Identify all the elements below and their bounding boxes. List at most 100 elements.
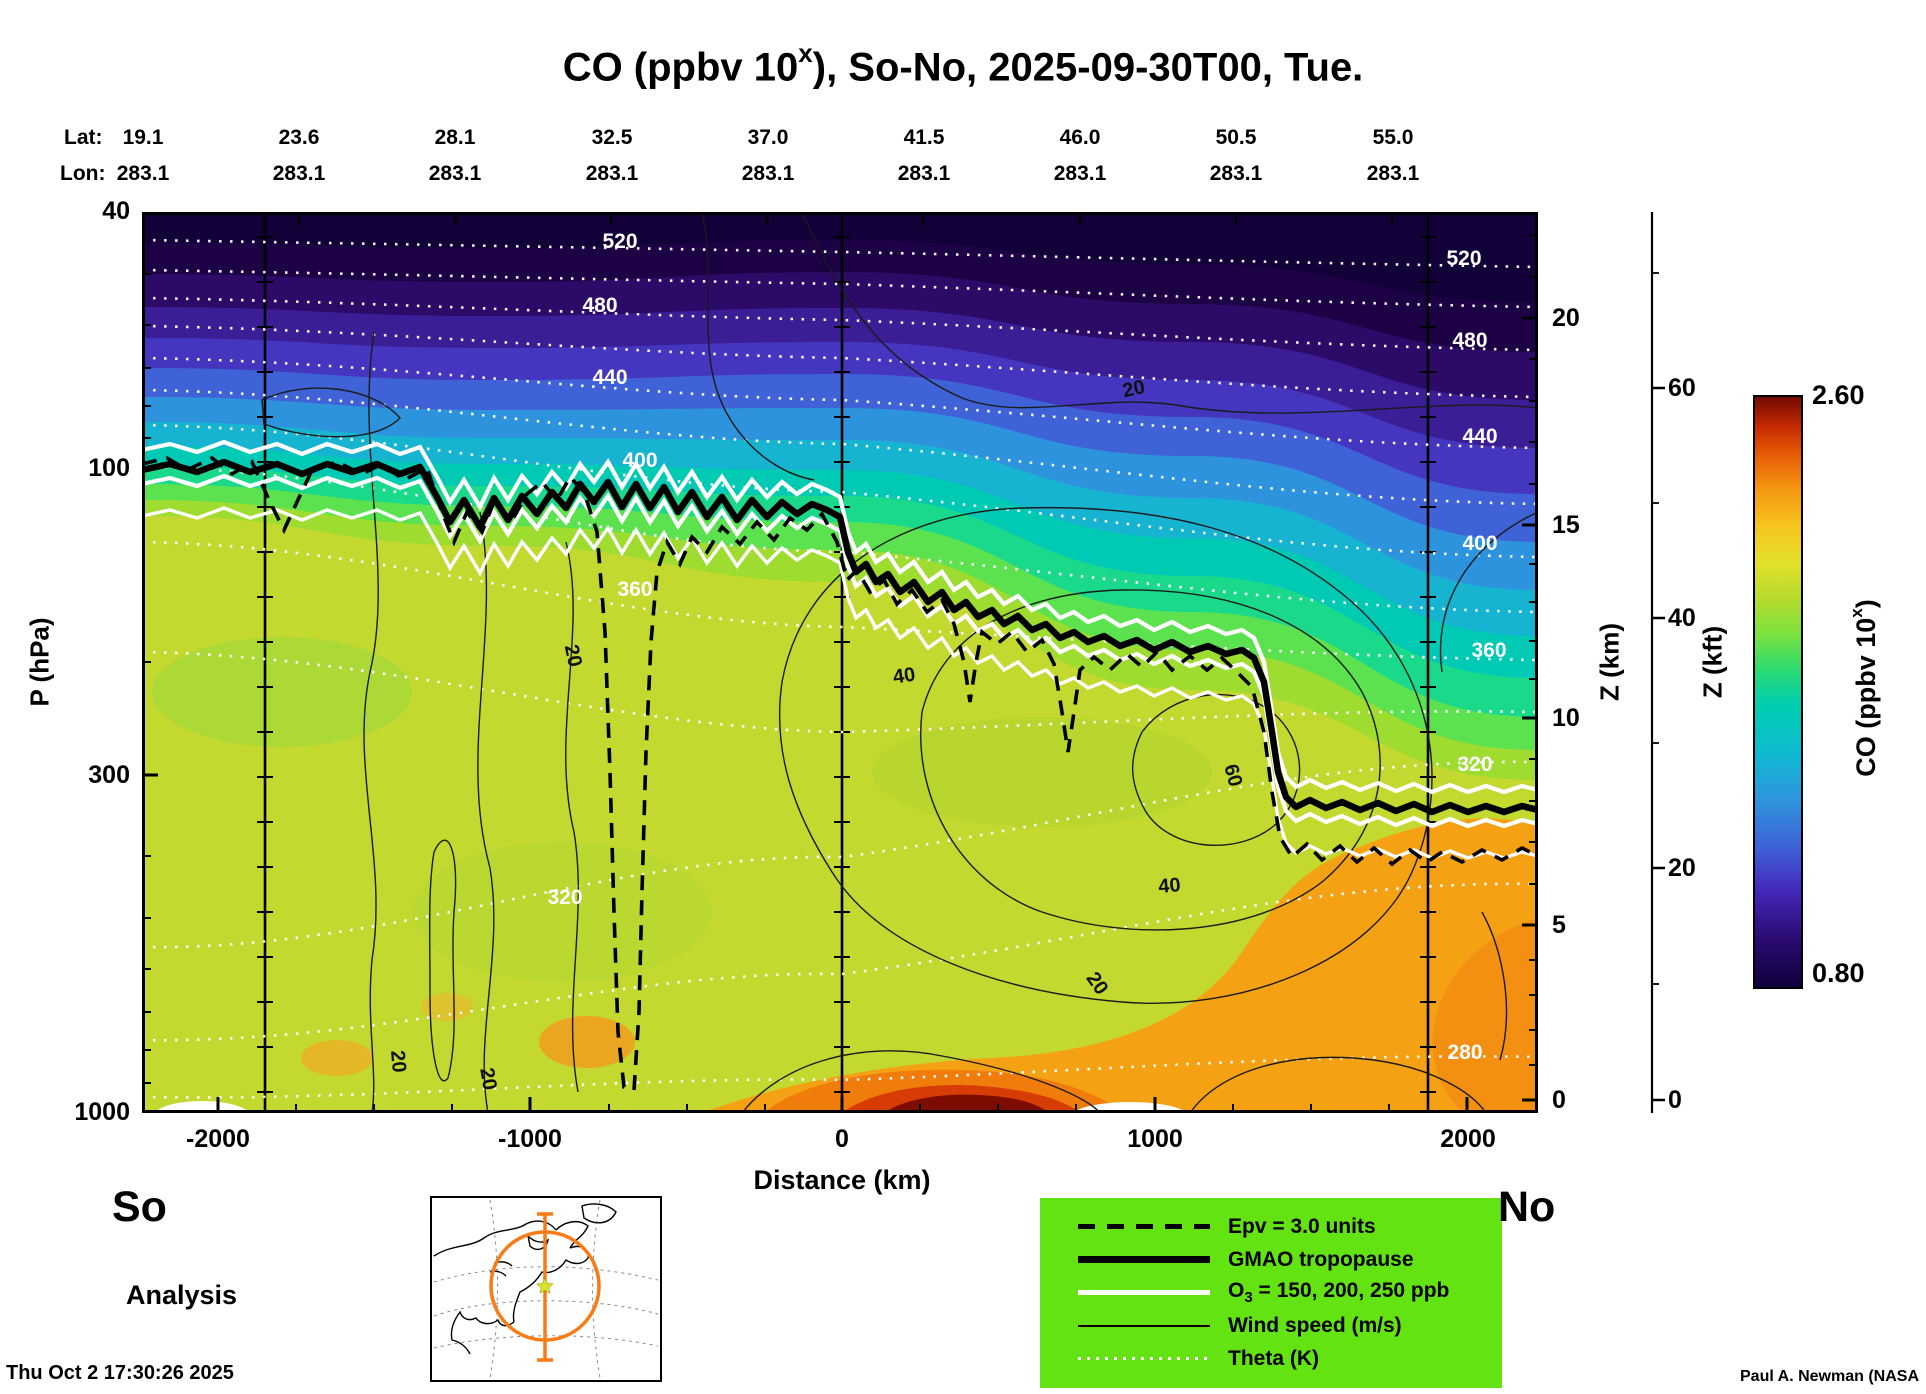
pressure-tick: 40 (102, 197, 130, 225)
theta-contour (142, 356, 1538, 450)
surface-co-maximum (884, 1094, 1049, 1113)
z-kft-axis (1645, 212, 1715, 1113)
theta-contour (142, 268, 1538, 309)
title-prefix: CO (ppbv 10 (562, 45, 799, 90)
colorbar-title: CO (ppbv 10x) (1847, 599, 1882, 777)
ozone-label-subscript: 3 (1244, 1289, 1253, 1307)
reference-lines (257, 212, 1436, 1113)
lat-value: 55.0 (1372, 126, 1414, 149)
theta-label-520: 520 (602, 230, 637, 253)
plot-frame (142, 212, 1538, 1113)
theta-contour (142, 324, 1538, 399)
colorbar-title-superscript: x (1847, 608, 1866, 618)
main-plot: 520 520 480 480 440 440 400 400 360 360 … (142, 212, 1538, 1113)
ozone-contours (142, 439, 1538, 860)
theta-contour (142, 540, 1538, 662)
wind-speed-contour (261, 387, 401, 438)
theta-contour (142, 238, 1538, 269)
pressure-tick: 1000 (74, 1098, 130, 1126)
wind-speed-contour (920, 589, 1381, 931)
lon-value: 283.1 (1053, 162, 1107, 185)
transect-midpoint-star (536, 1277, 554, 1294)
lon-value: 283.1 (897, 162, 951, 185)
theta-label-360: 360 (1471, 639, 1506, 662)
theta-contour (142, 465, 1538, 614)
theta-label-320: 320 (547, 886, 582, 909)
distance-tick: -1000 (498, 1125, 562, 1153)
distance-axis-label: Distance (km) (753, 1165, 931, 1195)
lon-value: 283.1 (1209, 162, 1263, 185)
theta-contour (142, 388, 1538, 506)
ozone-label-suffix: = 150, 200, 250 ppb (1252, 1278, 1450, 1302)
map-canvas (433, 1199, 659, 1379)
wind-speed-contour (363, 331, 379, 1113)
theta-contour (142, 882, 1538, 1042)
z-km-tick: 15 (1552, 511, 1580, 539)
lon-value: 283.1 (428, 162, 482, 185)
theta-label-280: 280 (1447, 1041, 1482, 1064)
wind-speed-contour (741, 1050, 1101, 1113)
dotted-line-sample (1078, 1357, 1210, 1360)
legend-row-wind: Wind speed (m/s) (1040, 1309, 1502, 1342)
gmao-tropopause-line (142, 458, 1538, 816)
map-inset (430, 1196, 662, 1382)
theta-label-360: 360 (617, 578, 652, 601)
wind-speed-contour (801, 212, 1538, 414)
theta-contours (142, 238, 1538, 1099)
pressure-tick: 300 (88, 761, 130, 789)
wind-label-20: 20 (1121, 376, 1147, 402)
ozone-label-prefix: O (1228, 1278, 1245, 1302)
wind-speed-contours (261, 212, 1538, 1113)
field-patch (872, 717, 1212, 827)
title-superscript: x (798, 38, 813, 68)
theta-label-440: 440 (592, 366, 627, 389)
lat-value: 28.1 (434, 126, 476, 149)
colorbar-min-label: 0.80 (1812, 958, 1865, 988)
north-endpoint-label: No (1498, 1183, 1556, 1231)
theta-label-400: 400 (1462, 532, 1497, 555)
theta-contour (142, 650, 1538, 734)
wind-speed-contour (701, 212, 815, 481)
contour-labels: 520 520 480 480 440 440 400 400 360 360 … (386, 230, 1506, 1092)
wind-speed-contour (1439, 511, 1538, 673)
gmao-tropopause (142, 458, 1538, 816)
z-km-tick: 5 (1552, 911, 1566, 939)
thin-line-sample (1078, 1324, 1210, 1327)
colorbar-title-prefix: CO (ppbv 10 (1851, 617, 1881, 777)
pressure-tick: 100 (88, 454, 130, 482)
lat-value: 23.6 (278, 126, 320, 149)
wind-speed-contour (1481, 911, 1508, 1061)
wind-label-20: 20 (386, 1049, 410, 1073)
wind-speed-contour (778, 506, 1433, 1004)
lat-value: 19.1 (122, 126, 164, 149)
legend-label: GMAO tropopause (1228, 1247, 1414, 1271)
z-km-tick: 0 (1552, 1086, 1566, 1114)
map-coastline (433, 1203, 617, 1355)
wind-label-20: 20 (475, 1066, 501, 1092)
pressure-axis-label: P (hPa) (24, 617, 55, 707)
distance-tick: 1000 (1127, 1125, 1183, 1153)
surface-co-maximum (1432, 918, 1538, 1113)
theta-contour (142, 423, 1538, 559)
z-kft-tick: 0 (1668, 1086, 1682, 1114)
field-patch (152, 637, 412, 747)
thick-line-sample (1078, 1256, 1210, 1263)
z-kft-axis-label: Z (kft) (1697, 625, 1728, 699)
lon-value: 283.1 (741, 162, 795, 185)
lon-value: 283.1 (1366, 162, 1420, 185)
creation-timestamp: Thu Oct 2 17:30:26 2025 (6, 1362, 234, 1384)
wind-speed-contour (477, 511, 495, 1113)
dashed-line-sample (1078, 1224, 1210, 1229)
credit-line: Paul A. Newman (NASA (1740, 1368, 1919, 1385)
theta-contour (142, 1055, 1538, 1099)
south-endpoint-label: So (112, 1183, 167, 1231)
z-km-axis-label: Z (km) (1594, 623, 1625, 701)
colorbar (1753, 395, 1803, 989)
analysis-label: Analysis (126, 1280, 238, 1310)
lat-value: 50.5 (1215, 126, 1257, 149)
distance-tick: -2000 (186, 1125, 250, 1153)
ozone-contour (142, 473, 1538, 829)
theta-label-480: 480 (582, 294, 617, 317)
z-kft-tick: 40 (1668, 604, 1696, 632)
